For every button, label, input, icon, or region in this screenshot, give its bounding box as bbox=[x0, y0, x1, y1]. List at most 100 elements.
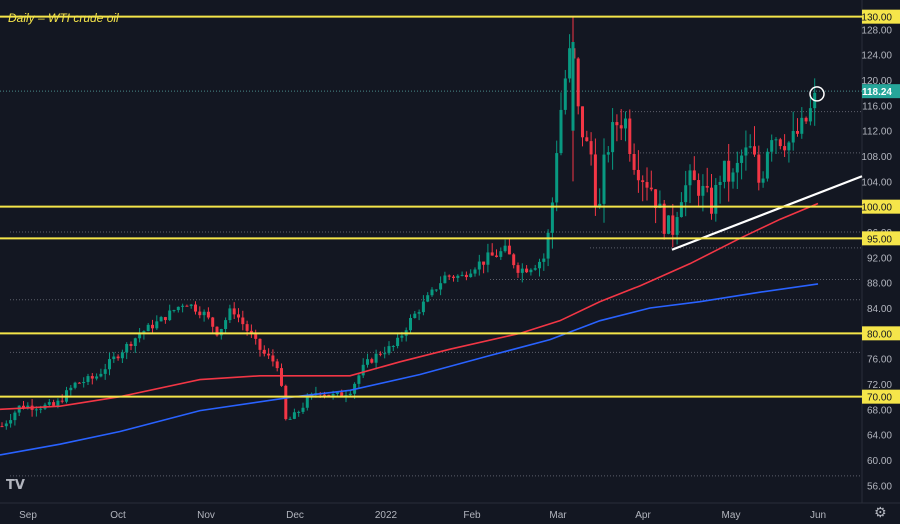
candle-body bbox=[727, 160, 731, 182]
candle-body bbox=[645, 182, 649, 188]
candle-body bbox=[400, 335, 404, 338]
candle-body bbox=[710, 187, 713, 214]
candle-body bbox=[731, 172, 735, 182]
candle-body bbox=[507, 245, 511, 255]
candle-body bbox=[13, 412, 17, 421]
y-tick-label: 76.00 bbox=[867, 355, 892, 366]
candle-body bbox=[581, 106, 584, 138]
candle-body bbox=[684, 185, 688, 203]
candle-body bbox=[778, 139, 782, 147]
candle-body bbox=[649, 187, 653, 190]
candle-body bbox=[258, 338, 262, 350]
candle-body bbox=[791, 131, 795, 143]
candle-body bbox=[430, 289, 434, 296]
candle-body bbox=[808, 108, 812, 122]
y-tick-label: 128.00 bbox=[861, 25, 892, 36]
candle-body bbox=[267, 353, 271, 356]
candle-body bbox=[701, 185, 705, 196]
candle-body bbox=[391, 346, 395, 348]
candle-body bbox=[181, 305, 185, 307]
candle-body bbox=[675, 217, 679, 235]
level-label-background bbox=[862, 326, 900, 341]
candle-body bbox=[757, 154, 761, 183]
candle-body bbox=[439, 283, 443, 290]
candle-body bbox=[340, 392, 344, 397]
candle-body bbox=[159, 317, 163, 322]
y-tick-label: 112.00 bbox=[862, 127, 892, 138]
x-tick-label: Apr bbox=[635, 510, 651, 521]
settings-gear-icon[interactable]: ⚙ bbox=[874, 505, 887, 521]
candle-body bbox=[456, 275, 460, 278]
candle-body bbox=[593, 154, 597, 208]
candle-body bbox=[606, 152, 610, 155]
candle-body bbox=[52, 402, 56, 406]
candle-body bbox=[469, 273, 473, 278]
candle-body bbox=[765, 151, 769, 179]
candle-body bbox=[310, 393, 314, 398]
candle-body bbox=[426, 295, 430, 302]
candle-body bbox=[571, 42, 575, 131]
candle-body bbox=[232, 308, 236, 315]
level-label-background bbox=[862, 199, 900, 214]
candle-body bbox=[667, 215, 670, 234]
candle-body bbox=[503, 245, 507, 252]
candle-body bbox=[387, 346, 391, 354]
candle-body bbox=[138, 334, 142, 339]
candle-body bbox=[215, 326, 219, 336]
candle-body bbox=[82, 381, 86, 384]
candle-body bbox=[99, 373, 103, 377]
candle-body bbox=[133, 338, 137, 347]
candle-body bbox=[688, 170, 692, 186]
candle-body bbox=[697, 180, 701, 196]
candle-body bbox=[172, 310, 176, 312]
candle-body bbox=[602, 154, 606, 204]
candle-body bbox=[176, 306, 180, 311]
candle-body bbox=[378, 353, 382, 355]
level-label-background bbox=[862, 9, 900, 24]
candle-body bbox=[473, 269, 477, 274]
candle-body bbox=[0, 426, 4, 428]
y-tick-label: 88.00 bbox=[867, 279, 892, 290]
candle-body bbox=[516, 265, 520, 273]
candle-body bbox=[206, 311, 210, 318]
candle-body bbox=[241, 317, 245, 325]
y-tick-label: 56.00 bbox=[867, 481, 892, 492]
candle-body bbox=[421, 301, 425, 313]
candle-body bbox=[151, 324, 154, 329]
candle-body bbox=[409, 318, 412, 331]
candle-body bbox=[486, 252, 490, 265]
candle-body bbox=[611, 122, 615, 153]
candle-body bbox=[323, 394, 326, 396]
y-tick-label: 104.00 bbox=[861, 177, 892, 188]
candle-body bbox=[443, 275, 447, 284]
candle-body bbox=[434, 289, 438, 291]
candle-body bbox=[90, 376, 94, 379]
candle-body bbox=[60, 400, 64, 402]
candle-body bbox=[615, 122, 619, 126]
candle-body bbox=[219, 329, 223, 336]
candle-body bbox=[348, 393, 352, 396]
candle-body bbox=[679, 202, 683, 218]
candle-body bbox=[22, 405, 25, 409]
candle-body bbox=[194, 304, 197, 312]
x-tick-label: Mar bbox=[549, 510, 567, 521]
candle-body bbox=[804, 117, 808, 122]
candle-body bbox=[735, 162, 739, 173]
candle-body bbox=[550, 202, 554, 233]
x-tick-label: May bbox=[722, 510, 741, 521]
x-tick-label: 2022 bbox=[375, 510, 398, 521]
candle-body bbox=[770, 140, 774, 152]
level-label-background bbox=[862, 231, 900, 246]
x-tick-label: Jun bbox=[810, 510, 826, 521]
candle-body bbox=[361, 364, 365, 376]
candle-body bbox=[705, 185, 709, 188]
chart-title: Daily – WTI crude oil bbox=[8, 11, 119, 25]
candle-body bbox=[86, 376, 90, 382]
moving-average-blue-line bbox=[0, 283, 819, 456]
tradingview-logo-icon[interactable]: TV bbox=[6, 478, 25, 493]
candle-body bbox=[284, 385, 288, 420]
candle-body bbox=[69, 387, 73, 391]
candle-body bbox=[77, 382, 81, 384]
candle-body bbox=[297, 411, 301, 413]
candle-body bbox=[112, 356, 116, 360]
